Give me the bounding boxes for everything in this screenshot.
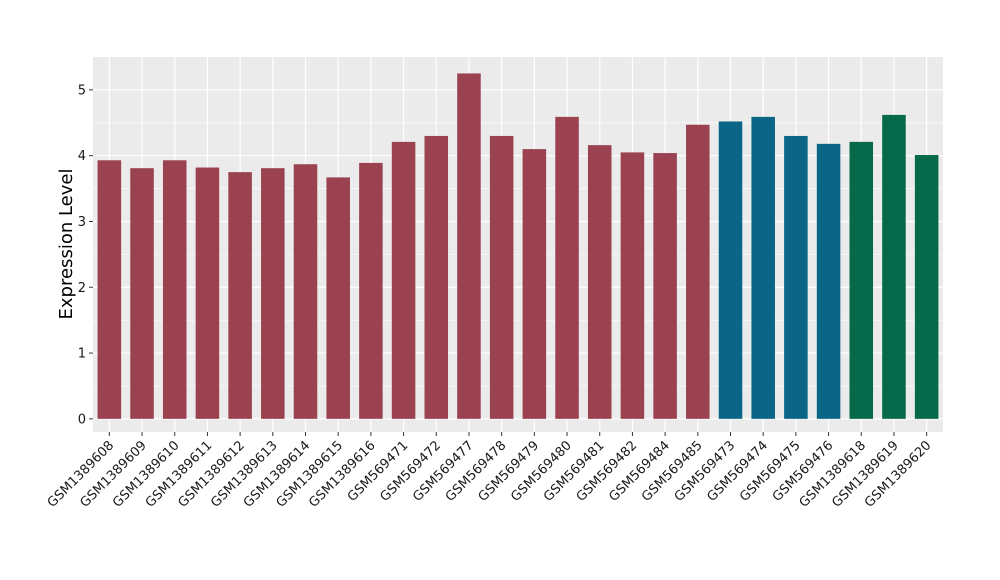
bar-GSM569485 bbox=[686, 124, 710, 419]
bar-GSM1389610 bbox=[162, 160, 187, 419]
bar-GSM1389615 bbox=[326, 177, 350, 419]
bar-GSM569479 bbox=[522, 149, 547, 419]
bar-GSM1389619 bbox=[882, 114, 906, 419]
bar-GSM569481 bbox=[587, 145, 612, 419]
y-axis: 0 1 2 3 4 5 bbox=[78, 83, 93, 427]
bar-GSM1389614 bbox=[293, 164, 318, 419]
bar-GSM1389611 bbox=[195, 167, 220, 419]
bar-GSM569480 bbox=[555, 116, 579, 419]
bar-GSM569477 bbox=[457, 73, 481, 419]
y-tick-label: 1 bbox=[78, 347, 86, 362]
bar-GSM1389620 bbox=[914, 155, 939, 419]
bar-GSM569475 bbox=[784, 135, 808, 419]
x-axis: GSM1389608GSM1389609GSM1389610GSM1389611… bbox=[45, 432, 934, 511]
bar-GSM569484 bbox=[653, 153, 677, 419]
y-tick-label: 3 bbox=[78, 215, 86, 230]
y-axis-title: Expression Level bbox=[56, 169, 77, 320]
bar-GSM1389613 bbox=[261, 168, 285, 419]
bar-GSM1389616 bbox=[359, 162, 383, 419]
bars bbox=[97, 73, 939, 419]
bar-GSM569471 bbox=[391, 141, 416, 419]
bar-GSM569473 bbox=[718, 121, 743, 419]
bar-GSM569478 bbox=[489, 135, 514, 419]
bar-GSM1389618 bbox=[849, 141, 874, 419]
bar-GSM1389612 bbox=[228, 172, 252, 419]
y-tick-label: 5 bbox=[78, 83, 86, 98]
bar-GSM1389609 bbox=[130, 168, 154, 419]
bar-GSM569482 bbox=[620, 152, 645, 419]
bar-GSM1389608 bbox=[97, 160, 122, 419]
y-tick-label: 0 bbox=[78, 412, 86, 427]
bar-GSM569476 bbox=[816, 143, 841, 419]
bar-GSM569474 bbox=[751, 116, 775, 419]
y-tick-label: 4 bbox=[78, 149, 86, 164]
y-tick-label: 2 bbox=[78, 281, 86, 296]
bar-GSM569472 bbox=[424, 135, 449, 419]
plot-panel bbox=[93, 57, 943, 432]
